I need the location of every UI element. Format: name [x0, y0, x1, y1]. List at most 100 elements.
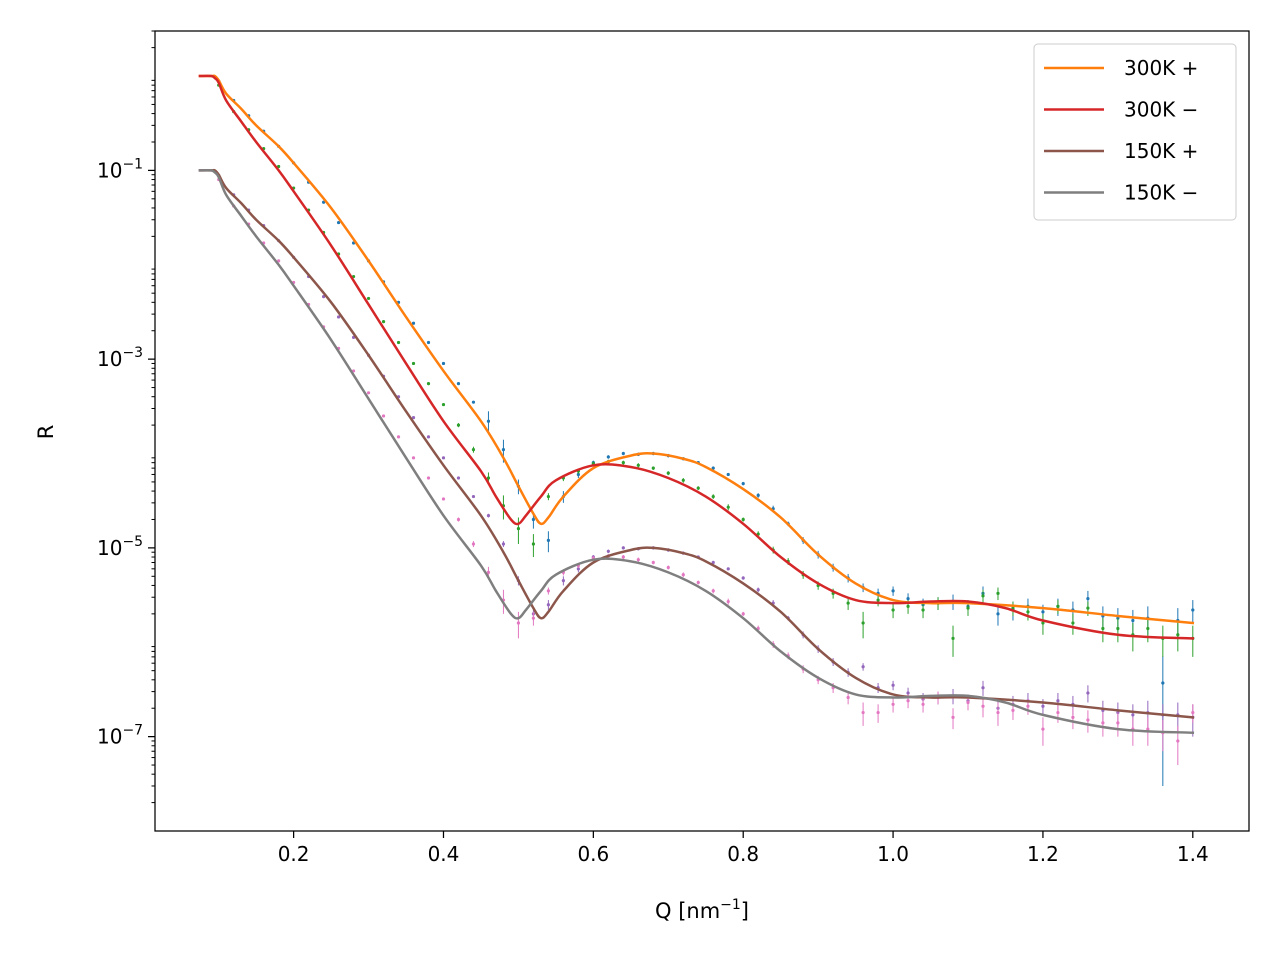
data-point	[1116, 721, 1120, 725]
data-point	[277, 164, 281, 169]
data-point	[891, 589, 895, 593]
data-point	[726, 505, 730, 509]
y-tick-label: 10−5	[97, 534, 143, 560]
data-point	[1056, 699, 1060, 703]
data-point	[861, 621, 865, 625]
data-point	[741, 612, 745, 616]
data-point	[981, 704, 985, 708]
data-point	[471, 448, 476, 452]
series-line-0	[198, 74, 1195, 625]
data-point	[576, 472, 580, 477]
data-point	[486, 570, 491, 574]
legend-item-0: 300K +	[1044, 56, 1198, 80]
data-point	[906, 597, 910, 601]
data-point	[366, 391, 371, 395]
data-point	[501, 448, 506, 452]
legend-label: 300K −	[1124, 98, 1198, 122]
data-point	[277, 259, 281, 263]
data-point	[381, 414, 386, 418]
data-point	[981, 594, 985, 598]
data-point	[951, 636, 955, 640]
x-tick-label: 0.6	[577, 842, 609, 866]
data-point	[921, 702, 925, 706]
x-tick-label: 1.4	[1177, 842, 1209, 866]
data-point	[456, 476, 461, 480]
data-point	[966, 700, 970, 705]
data-point	[546, 603, 550, 607]
legend-item-1: 300K −	[1044, 98, 1198, 122]
data-point	[981, 686, 985, 690]
data-point	[516, 621, 521, 625]
data-point	[471, 494, 476, 499]
data-point	[606, 549, 610, 553]
data-point	[471, 542, 476, 546]
data-point	[621, 461, 625, 465]
data-point	[1026, 704, 1030, 708]
data-point	[1116, 626, 1120, 631]
data-point	[336, 220, 341, 225]
data-point	[1131, 713, 1135, 717]
data-point	[621, 555, 625, 559]
data-point	[411, 456, 416, 460]
data-point	[1071, 715, 1075, 719]
data-point	[486, 513, 491, 518]
data-point	[666, 565, 670, 570]
data-point	[1056, 710, 1060, 715]
data-point	[711, 589, 715, 593]
data-point	[996, 710, 1000, 715]
data-point	[711, 466, 715, 470]
data-point	[1191, 710, 1195, 715]
data-point	[486, 476, 491, 480]
data-point	[741, 517, 745, 522]
data-point	[681, 573, 685, 577]
data-point	[336, 315, 341, 319]
x-axis-label-superscript: −1	[720, 897, 741, 913]
data-point	[561, 579, 565, 583]
data-point	[546, 538, 550, 543]
data-point	[606, 455, 610, 459]
data-point	[756, 588, 760, 592]
x-tick-label: 0.2	[278, 842, 310, 866]
y-axis-ticks: 10−7 10−5 10−3 10−1	[97, 30, 155, 804]
data-point	[546, 589, 550, 593]
data-point	[1041, 610, 1045, 614]
data-point	[1101, 626, 1105, 631]
data-point	[396, 340, 401, 345]
data-point	[1041, 704, 1045, 708]
data-point	[966, 606, 970, 610]
x-tick-label: 0.4	[428, 842, 460, 866]
data-point	[726, 567, 730, 571]
data-point	[891, 683, 895, 687]
data-point	[531, 616, 536, 620]
plot-area	[198, 74, 1195, 786]
data-point	[396, 435, 401, 439]
legend-label: 300K +	[1124, 56, 1198, 80]
data-point	[1056, 604, 1060, 608]
data-point	[441, 456, 446, 460]
data-point	[1176, 633, 1180, 637]
data-point	[906, 691, 910, 695]
data-point	[1071, 621, 1075, 625]
series-line-3	[198, 168, 1195, 735]
x-axis-label-end: ]	[741, 899, 749, 923]
data-point	[531, 517, 536, 522]
data-point	[741, 482, 745, 486]
data-point	[1146, 626, 1150, 631]
data-point	[711, 494, 715, 499]
data-point	[906, 604, 910, 608]
data-point	[726, 472, 730, 477]
data-point	[1041, 727, 1045, 731]
data-point	[906, 699, 910, 703]
data-point	[681, 478, 685, 482]
series-line-2	[198, 168, 1195, 719]
data-point	[441, 361, 446, 366]
data-point	[1011, 708, 1015, 712]
data-point	[441, 402, 446, 407]
x-axis-label-main: Q [nm	[655, 899, 720, 923]
data-point	[861, 665, 865, 669]
data-point	[951, 715, 955, 719]
data-point	[666, 471, 670, 475]
data-point	[531, 542, 536, 546]
legend-item-2: 150K +	[1044, 139, 1198, 163]
